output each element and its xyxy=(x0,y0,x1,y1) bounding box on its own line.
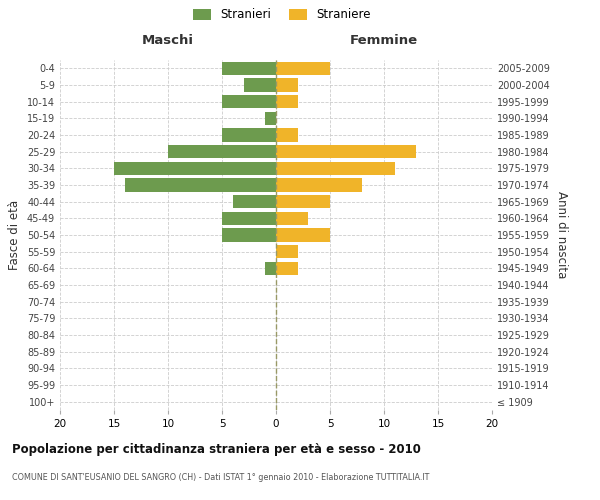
Bar xyxy=(265,112,276,125)
Bar xyxy=(222,128,276,141)
Text: Popolazione per cittadinanza straniera per età e sesso - 2010: Popolazione per cittadinanza straniera p… xyxy=(12,442,421,456)
Bar xyxy=(222,95,276,108)
Bar xyxy=(244,78,276,92)
Bar xyxy=(168,145,276,158)
Bar xyxy=(276,145,416,158)
Bar xyxy=(276,245,298,258)
Y-axis label: Fasce di età: Fasce di età xyxy=(8,200,21,270)
Bar xyxy=(276,195,330,208)
Text: COMUNE DI SANT'EUSANIO DEL SANGRO (CH) - Dati ISTAT 1° gennaio 2010 - Elaborazio: COMUNE DI SANT'EUSANIO DEL SANGRO (CH) -… xyxy=(12,472,430,482)
Text: Maschi: Maschi xyxy=(142,34,194,46)
Text: Femmine: Femmine xyxy=(350,34,418,46)
Bar xyxy=(222,228,276,241)
Bar xyxy=(276,62,330,75)
Bar xyxy=(222,62,276,75)
Bar xyxy=(276,128,298,141)
Bar xyxy=(125,178,276,192)
Bar xyxy=(276,212,308,225)
Legend: Stranieri, Straniere: Stranieri, Straniere xyxy=(193,8,371,22)
Bar xyxy=(233,195,276,208)
Bar xyxy=(276,228,330,241)
Bar xyxy=(276,78,298,92)
Bar xyxy=(276,262,298,275)
Bar xyxy=(276,178,362,192)
Bar xyxy=(222,212,276,225)
Bar xyxy=(276,95,298,108)
Y-axis label: Anni di nascita: Anni di nascita xyxy=(555,192,568,278)
Bar xyxy=(265,262,276,275)
Bar xyxy=(114,162,276,175)
Bar xyxy=(276,162,395,175)
